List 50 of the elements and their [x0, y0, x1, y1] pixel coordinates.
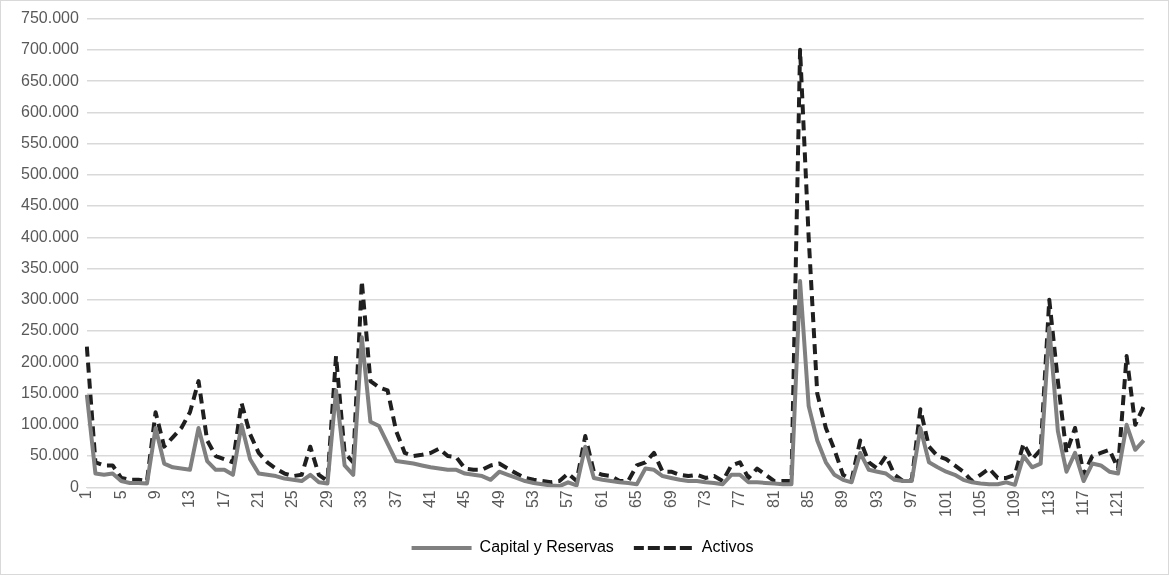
x-tick-label: 93 — [867, 490, 885, 509]
y-tick-label: 450.000 — [20, 196, 79, 214]
y-tick-label: 250.000 — [20, 321, 79, 339]
x-tick-label: 61 — [592, 490, 610, 509]
y-tick-label: 200.000 — [20, 352, 79, 370]
y-tick-label: 700.000 — [20, 40, 79, 58]
x-tick-label: 101 — [936, 490, 954, 518]
x-tick-label: 13 — [180, 490, 198, 509]
x-tick-label: 77 — [730, 490, 748, 509]
x-tick-label: 69 — [661, 490, 679, 509]
x-tick-label: 57 — [558, 490, 576, 509]
y-tick-label: 650.000 — [20, 71, 79, 89]
y-tick-label: 400.000 — [20, 227, 79, 245]
x-tick-label: 1 — [77, 490, 95, 500]
x-tick-label: 65 — [627, 490, 645, 509]
x-tick-label: 81 — [764, 490, 782, 509]
x-tick-label: 5 — [111, 490, 129, 500]
legend-label: Capital y Reservas — [479, 538, 614, 556]
x-tick-label: 41 — [420, 490, 438, 509]
y-tick-label: 500.000 — [20, 165, 79, 183]
x-tick-label: 25 — [283, 490, 301, 509]
legend-label: Activos — [701, 538, 754, 556]
x-tick-label: 53 — [524, 490, 542, 509]
x-tick-label: 29 — [317, 490, 335, 509]
y-tick-label: 750.000 — [20, 9, 79, 27]
y-tick-label: 100.000 — [20, 415, 79, 433]
x-tick-label: 105 — [970, 490, 988, 518]
x-tick-label: 45 — [455, 490, 473, 509]
x-tick-label: 121 — [1108, 490, 1126, 518]
y-tick-label: 300.000 — [20, 290, 79, 308]
x-tick-label: 97 — [902, 490, 920, 509]
x-tick-label: 117 — [1074, 490, 1092, 516]
x-tick-label: 113 — [1039, 490, 1057, 516]
y-tick-label: 600.000 — [20, 102, 79, 120]
x-tick-label: 33 — [352, 490, 370, 509]
x-tick-label: 85 — [799, 490, 817, 509]
x-tick-label: 21 — [249, 490, 267, 509]
x-tick-label: 37 — [386, 490, 404, 509]
x-tick-label: 89 — [833, 490, 851, 509]
y-tick-label: 0 — [69, 477, 79, 495]
x-tick-label: 109 — [1005, 490, 1023, 518]
x-tick-label: 17 — [214, 490, 232, 509]
y-tick-label: 350.000 — [20, 258, 79, 276]
x-tick-label: 49 — [489, 490, 507, 509]
y-tick-label: 50.000 — [29, 446, 79, 464]
x-tick-label: 9 — [145, 490, 163, 500]
line-series — [84, 47, 1146, 485]
x-tick-label: 73 — [695, 490, 713, 509]
y-tick-label: 150.000 — [20, 383, 79, 401]
y-tick-label: 550.000 — [20, 133, 79, 151]
